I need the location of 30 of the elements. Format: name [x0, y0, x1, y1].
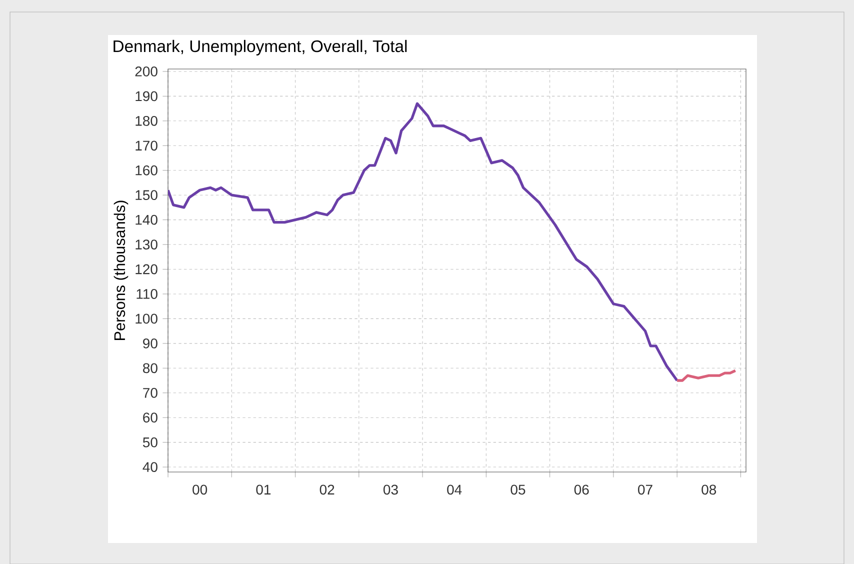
y-tick-label: 90 [143, 338, 158, 348]
y-tick-label: 120 [136, 264, 158, 274]
y-tick-label: 140 [136, 214, 158, 225]
x-tick-label: 05 [510, 484, 526, 494]
y-tick-label: 170 [136, 140, 158, 150]
chart-title: Denmark, Unemployment, Overall, Total [114, 40, 407, 56]
x-tick-label: 01 [256, 484, 271, 494]
y-tick-label: 50 [142, 437, 158, 448]
y-tick-label: 60 [143, 412, 158, 422]
y-tick-label: 200 [135, 66, 158, 76]
y-tick-label: 80 [143, 363, 158, 373]
x-tick-label: 06 [574, 484, 589, 494]
y-tick-label: 100 [136, 314, 158, 324]
y-tick-label: 70 [143, 388, 158, 398]
x-tick-label: 07 [638, 484, 652, 494]
y-tick-label: 150 [136, 190, 158, 200]
y-tick-label: 180 [136, 116, 158, 126]
y-axis-title: Persons (thousands) [114, 200, 128, 340]
y-tick-label: 130 [136, 239, 158, 250]
line-series [168, 102, 678, 382]
y-tick-label: 40 [142, 462, 158, 472]
line-series [676, 369, 737, 382]
y-tick-label: 160 [136, 165, 158, 176]
x-tick-label: 02 [320, 484, 334, 494]
x-tick-label: 04 [447, 484, 462, 494]
x-tick-label: 03 [383, 484, 398, 494]
y-tick-label: 190 [136, 91, 158, 102]
x-tick-label: 00 [192, 484, 208, 494]
y-tick-label: 110 [136, 288, 158, 299]
x-tick-label: 08 [702, 484, 716, 494]
